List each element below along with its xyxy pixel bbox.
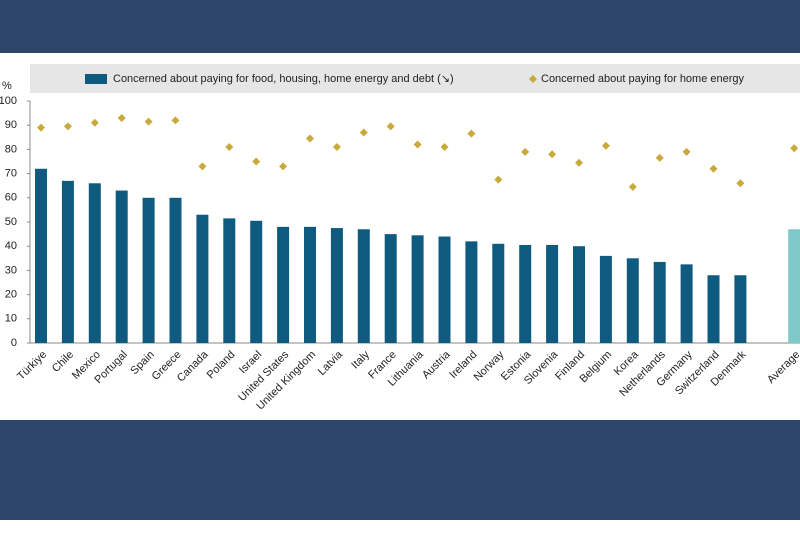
- marker: [548, 150, 557, 159]
- bar: [438, 236, 451, 343]
- bar: [465, 241, 478, 343]
- marker: [198, 162, 207, 171]
- marker: [440, 142, 449, 151]
- y-tick-label: 50: [5, 216, 17, 228]
- bar: [626, 258, 639, 343]
- x-tick-label: Austria: [420, 348, 453, 381]
- bar: [330, 228, 343, 343]
- bar: [61, 180, 74, 343]
- marker: [736, 179, 745, 188]
- y-tick-label: 90: [5, 119, 17, 131]
- marker: [655, 153, 664, 162]
- legend-label: Concerned about paying for home energy: [541, 73, 745, 85]
- marker: [306, 134, 314, 143]
- y-tick-label: 40: [5, 240, 17, 252]
- bar: [142, 197, 155, 343]
- marker: [117, 113, 126, 122]
- bar: [304, 226, 316, 343]
- y-tick-label: 30: [5, 264, 17, 276]
- y-tick-label: 80: [5, 143, 17, 155]
- marker: [63, 122, 72, 131]
- bar: [277, 226, 290, 343]
- bar: [411, 235, 424, 343]
- x-tick-label: Canada: [175, 348, 211, 384]
- bar: [223, 218, 236, 343]
- bar: [384, 234, 397, 343]
- bar: [357, 229, 370, 343]
- marker: [494, 175, 503, 184]
- marker: [171, 116, 180, 125]
- bar: [169, 197, 182, 343]
- marker: [37, 123, 45, 132]
- bar: [599, 255, 612, 343]
- marker: [575, 158, 583, 167]
- y-tick-label: 20: [5, 289, 17, 301]
- y-tick-label: 70: [5, 168, 17, 180]
- marker: [332, 142, 341, 151]
- bar: [788, 229, 800, 343]
- bar: [115, 190, 128, 343]
- bar: [573, 246, 585, 343]
- marker: [144, 117, 153, 126]
- y-tick-label: 10: [5, 313, 17, 325]
- marker: [790, 144, 799, 153]
- marker: [682, 147, 691, 156]
- marker: [359, 128, 368, 137]
- top-band: [0, 0, 800, 53]
- legend-swatch: [529, 75, 537, 83]
- bar: [519, 244, 532, 343]
- y-tick-label: 0: [11, 337, 17, 349]
- x-tick-label: Latvia: [316, 348, 346, 378]
- y-tick-label: 100: [0, 95, 17, 107]
- legend-swatch: [85, 74, 107, 84]
- marker: [601, 141, 610, 150]
- x-tick-label: Poland: [205, 349, 238, 382]
- marker: [252, 157, 261, 166]
- x-tick-label: Average: [765, 349, 800, 386]
- marker: [709, 164, 718, 173]
- bottom-band: [0, 420, 800, 520]
- marker: [225, 142, 234, 151]
- marker: [279, 162, 288, 171]
- marker: [521, 147, 530, 156]
- x-tick-label: Türkiye: [15, 349, 49, 383]
- marker: [90, 118, 99, 127]
- marker: [386, 122, 395, 131]
- bar: [196, 214, 209, 343]
- bar: [707, 275, 720, 343]
- bar: [653, 261, 666, 343]
- x-tick-label: Italy: [349, 348, 372, 371]
- marker: [467, 129, 476, 138]
- bar: [35, 168, 47, 343]
- bar: [492, 243, 505, 343]
- bar: [546, 244, 559, 343]
- bar: [734, 275, 747, 343]
- legend-box: [30, 64, 800, 93]
- y-tick-label: 60: [5, 192, 17, 204]
- y-axis-label: %: [2, 80, 12, 92]
- legend-label: Concerned about paying for food, housing…: [113, 73, 454, 85]
- bar: [88, 183, 101, 343]
- marker: [413, 140, 422, 149]
- bar: [680, 264, 693, 343]
- bar: [250, 220, 263, 343]
- marker: [628, 182, 637, 191]
